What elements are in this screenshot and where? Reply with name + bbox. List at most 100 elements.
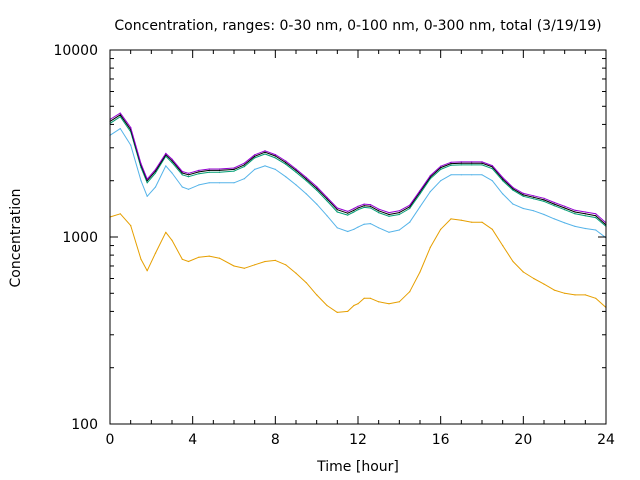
- data-point: [198, 173, 200, 175]
- data-point: [171, 162, 173, 164]
- data-point: [187, 188, 190, 190]
- data-point: [419, 193, 421, 195]
- data-point: [363, 223, 365, 225]
- data-point: [363, 297, 365, 299]
- data-point: [369, 204, 371, 206]
- data-point: [336, 211, 338, 213]
- data-point: [595, 297, 597, 299]
- data-point: [316, 189, 318, 191]
- data-point: [243, 178, 245, 180]
- series-2: [109, 128, 607, 239]
- data-point: [491, 168, 493, 170]
- data-point: [264, 151, 266, 153]
- series-4: [109, 114, 607, 226]
- plot-frame: [109, 49, 607, 425]
- data-point: [398, 301, 400, 303]
- data-point: [543, 200, 545, 202]
- data-point: [285, 162, 287, 164]
- data-point: [218, 171, 221, 173]
- data-point: [502, 245, 504, 247]
- data-point: [243, 164, 245, 166]
- data-point: [233, 265, 235, 267]
- data-point: [353, 228, 355, 230]
- data-point: [522, 271, 524, 273]
- data-point: [553, 201, 555, 204]
- data-point: [429, 246, 431, 248]
- data-point: [564, 205, 566, 207]
- data-point: [584, 213, 586, 215]
- data-point: [543, 197, 545, 199]
- data-point: [187, 176, 190, 178]
- data-point: [363, 206, 365, 208]
- data-point: [502, 178, 504, 180]
- data-point: [146, 178, 148, 180]
- data-point: [378, 212, 380, 214]
- data-point: [440, 168, 442, 170]
- data-point: [409, 204, 411, 206]
- data-point: [481, 221, 483, 223]
- data-point: [450, 164, 452, 166]
- data-point: [533, 195, 535, 197]
- data-point: [154, 252, 157, 254]
- data-point: [264, 150, 266, 152]
- data-point: [165, 165, 167, 167]
- data-point: [491, 228, 493, 230]
- data-point: [119, 114, 121, 116]
- data-point: [233, 182, 235, 184]
- data-point: [119, 116, 121, 118]
- data-point: [450, 174, 452, 176]
- data-point: [254, 157, 256, 159]
- data-point: [471, 162, 473, 164]
- data-point: [564, 222, 566, 224]
- data-point: [171, 172, 173, 174]
- data-point: [543, 213, 545, 216]
- series-line-3: [109, 116, 607, 227]
- data-point: [460, 219, 462, 221]
- data-point: [369, 223, 371, 225]
- data-point: [357, 209, 359, 211]
- data-point: [336, 227, 338, 229]
- data-point: [347, 214, 349, 216]
- data-point: [440, 165, 442, 167]
- data-point: [512, 260, 514, 263]
- data-point: [512, 188, 514, 190]
- data-point: [336, 207, 338, 209]
- data-point: [254, 154, 256, 156]
- data-point: [130, 225, 132, 227]
- data-point: [353, 207, 355, 210]
- data-point: [533, 277, 535, 280]
- data-point: [218, 168, 221, 170]
- data-point: [146, 182, 148, 184]
- data-point: [336, 209, 338, 211]
- data-point: [264, 165, 266, 167]
- data-point: [326, 304, 328, 307]
- data-point: [146, 270, 148, 272]
- data-point: [208, 171, 210, 173]
- data-point: [450, 218, 452, 220]
- data-point: [326, 198, 328, 200]
- data-point: [419, 190, 421, 192]
- data-point: [285, 176, 287, 178]
- data-point: [198, 171, 200, 173]
- data-point: [564, 209, 566, 211]
- data-point: [254, 264, 256, 266]
- data-point: [574, 211, 576, 213]
- data-point: [502, 193, 504, 195]
- data-point: [326, 196, 328, 198]
- data-point: [181, 170, 183, 173]
- data-point: [285, 163, 287, 165]
- x-tick-label: 12: [349, 432, 367, 448]
- data-point: [119, 112, 121, 114]
- data-point: [171, 158, 173, 160]
- data-point: [347, 230, 349, 233]
- data-point: [243, 267, 245, 269]
- x-tick-label: 24: [597, 432, 615, 448]
- data-point: [274, 154, 276, 156]
- y-tick-label: 1000: [62, 230, 98, 246]
- data-point: [295, 171, 297, 173]
- data-point: [140, 258, 142, 260]
- data-point: [481, 162, 483, 164]
- data-point: [471, 174, 473, 176]
- data-point: [233, 168, 235, 170]
